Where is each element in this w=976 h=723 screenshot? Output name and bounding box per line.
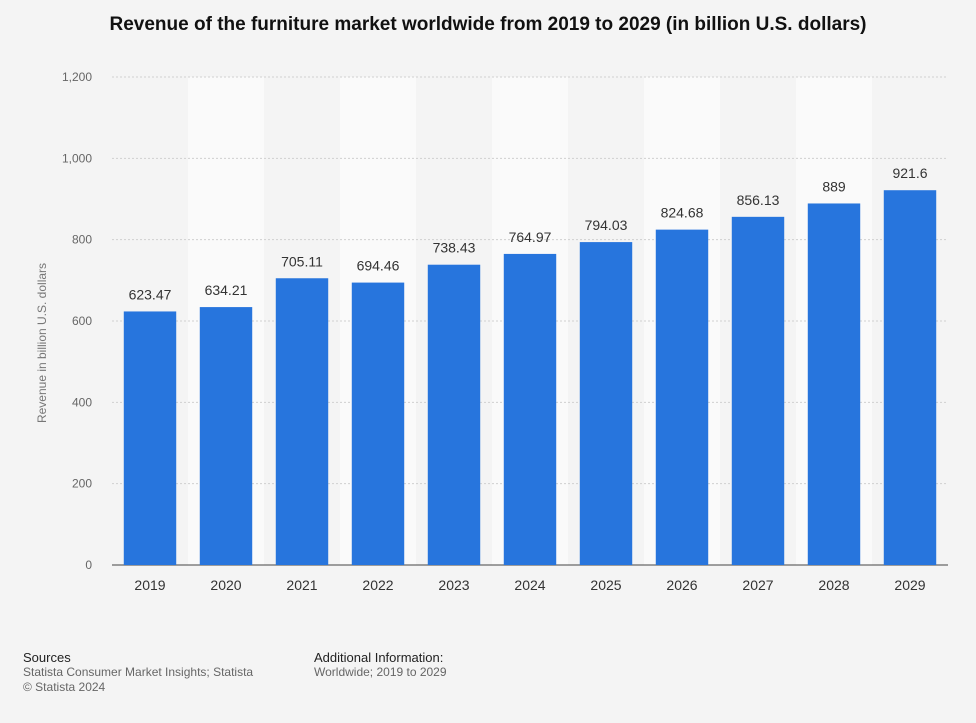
copyright-text: © Statista 2024 [23, 680, 106, 694]
y-axis-title: Revenue in billion U.S. dollars [35, 263, 49, 423]
x-tick-label: 2023 [438, 577, 469, 593]
y-tick-label: 200 [72, 477, 92, 491]
x-tick-label: 2021 [286, 577, 317, 593]
data-label: 623.47 [129, 286, 172, 302]
y-tick-label: 1,200 [62, 70, 92, 84]
bar [883, 190, 937, 565]
data-label: 856.13 [737, 192, 780, 208]
sources-heading: Sources [23, 650, 71, 665]
x-tick-label: 2020 [210, 577, 241, 593]
y-tick-label: 400 [72, 395, 92, 409]
chart-title: Revenue of the furniture market worldwid… [109, 14, 867, 35]
additional-info-heading: Additional Information: [314, 650, 444, 665]
bar [351, 282, 405, 565]
sources-section: Sources Statista Consumer Market Insight… [23, 650, 253, 695]
x-tick-label: 2026 [666, 577, 697, 593]
data-label: 694.46 [357, 258, 400, 274]
data-label: 889 [822, 178, 846, 194]
data-label: 824.68 [661, 205, 704, 221]
data-label: 705.11 [281, 253, 323, 269]
bar [807, 203, 861, 565]
data-label: 921.6 [892, 165, 927, 181]
data-label: 794.03 [585, 217, 628, 233]
y-tick-label: 800 [72, 233, 92, 247]
data-label: 764.97 [509, 229, 552, 245]
y-tick-label: 1,000 [62, 151, 92, 165]
bar [655, 229, 709, 565]
bar [275, 278, 329, 565]
data-label: 634.21 [205, 282, 248, 298]
bar [123, 311, 177, 565]
bar [579, 242, 633, 565]
bar [503, 253, 557, 565]
data-label: 738.43 [433, 240, 476, 256]
x-tick-label: 2028 [818, 577, 849, 593]
bar [427, 264, 481, 565]
bar [731, 216, 785, 566]
bar [199, 307, 253, 565]
x-tick-label: 2019 [134, 577, 165, 593]
additional-info-text: Worldwide; 2019 to 2029 [314, 665, 447, 679]
x-tick-label: 2027 [742, 577, 773, 593]
x-tick-label: 2022 [362, 577, 393, 593]
x-tick-label: 2029 [894, 577, 925, 593]
additional-info-section: Additional Information: Worldwide; 2019 … [314, 650, 447, 680]
y-tick-label: 0 [85, 558, 92, 572]
y-tick-label: 600 [72, 314, 92, 328]
sources-text[interactable]: Statista Consumer Market Insights; Stati… [23, 665, 254, 679]
x-tick-label: 2025 [590, 577, 621, 593]
x-tick-label: 2024 [514, 577, 545, 593]
